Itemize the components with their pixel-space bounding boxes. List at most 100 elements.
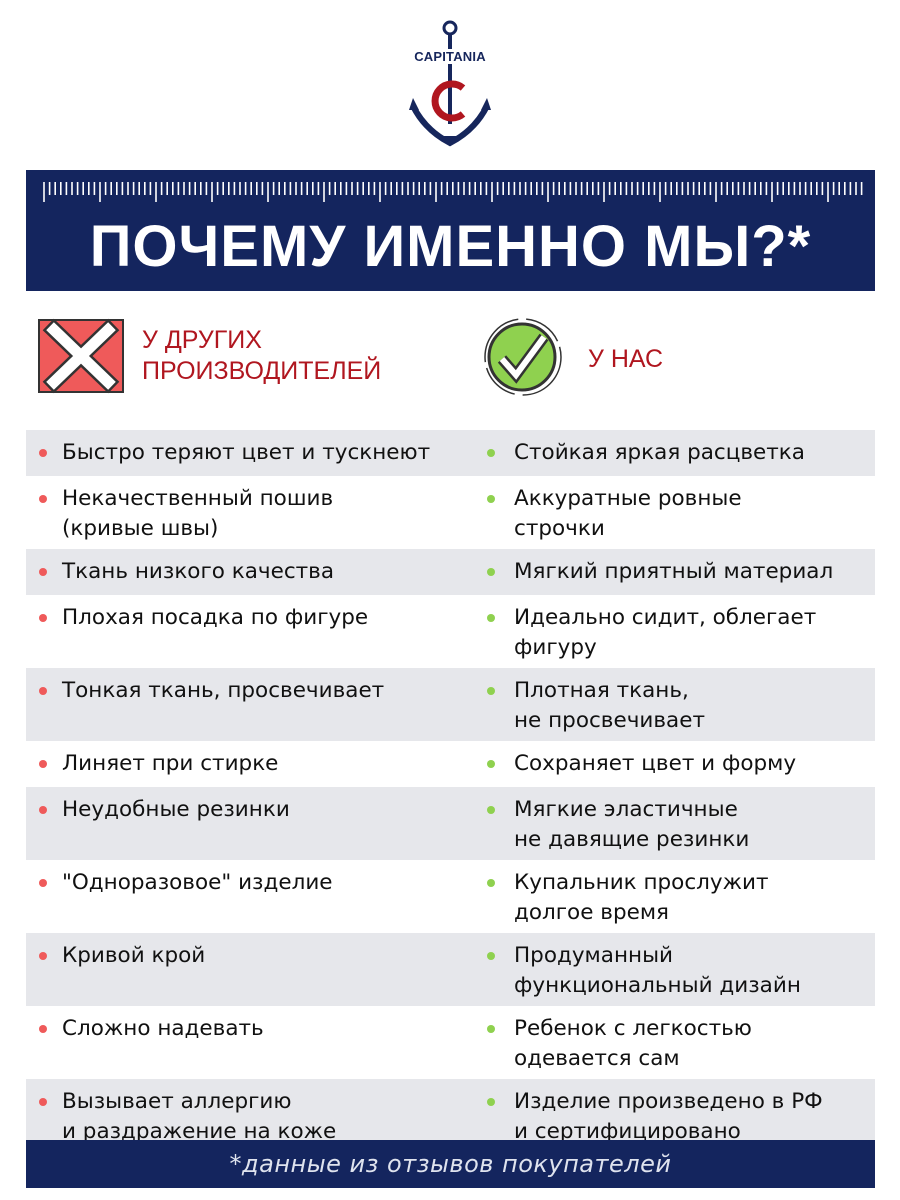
- anchor-icon: [409, 20, 491, 147]
- cell-text-line: Мягкий приятный материал: [514, 559, 834, 584]
- bullet-icon: [39, 495, 47, 503]
- table-row: Неудобные резинки Мягкие эластичные не дав…: [26, 787, 875, 860]
- cell-text-line: функциональный дизайн: [514, 973, 801, 998]
- ours-cell: Идеально сидит, облегает фигуру: [478, 600, 875, 663]
- ours-cell: Мягкие эластичные не давящие резинки: [478, 792, 875, 855]
- cell-text-line: Неудобные резинки: [62, 797, 290, 822]
- bullet-icon: [39, 1098, 47, 1106]
- ours-cell: Стойкая яркая расцветка: [478, 435, 875, 471]
- cell-text-line: Плотная ткань,: [514, 678, 689, 703]
- cell-text-line: Стойкая яркая расцветка: [514, 440, 805, 465]
- bullet-icon: [487, 687, 495, 695]
- cell-text-line: не просвечивает: [514, 708, 705, 733]
- others-label: У ДРУГИХ ПРОИЗВОДИТЕЛЕЙ: [142, 325, 381, 387]
- ours-cell: Мягкий приятный материал: [478, 554, 875, 590]
- cell-text-line: Мягкие эластичные: [514, 797, 738, 822]
- table-row: Ткань низкого качества Мягкий приятный ма…: [26, 549, 875, 595]
- ours-cell: Изделие произведено в РФ и сертифицирован…: [478, 1084, 875, 1147]
- table-row: Некачественный пошив (кривые швы) Аккуратн…: [26, 476, 875, 549]
- others-label-line1: У ДРУГИХ: [142, 326, 262, 354]
- bullet-icon: [487, 495, 495, 503]
- others-cell: Некачественный пошив (кривые швы): [26, 481, 478, 544]
- page-title: ПОЧЕМУ ИМЕННО МЫ?*: [89, 214, 812, 279]
- others-label-line2: ПРОИЗВОДИТЕЛЕЙ: [142, 357, 382, 385]
- cell-text-line: Идеально сидит, облегает: [514, 605, 817, 630]
- bullet-icon: [39, 879, 47, 887]
- cell-text-line: (кривые швы): [62, 516, 219, 541]
- ours-cell: Продуманный функциональный дизайн: [478, 938, 875, 1001]
- others-cell: Кривой крой: [26, 938, 478, 1001]
- others-cell: "Одноразовое" изделие: [26, 865, 478, 928]
- ours-cell: Аккуратные ровные строчки: [478, 481, 875, 544]
- cell-text-line: и раздражение на коже: [62, 1119, 337, 1144]
- others-cell: Тонкая ткань, просвечивает: [26, 673, 478, 736]
- bullet-icon: [39, 614, 47, 622]
- others-cell: Неудобные резинки: [26, 792, 478, 855]
- table-row: Линяет при стирке Сохраняет цвет и форму: [26, 741, 875, 787]
- ours-cell: Плотная ткань, не просвечивает: [478, 673, 875, 736]
- bullet-icon: [487, 568, 495, 576]
- footnote-text: *данные из отзывов покупателей: [229, 1150, 672, 1178]
- cell-text-line: фигуру: [514, 635, 597, 660]
- cell-text-line: Плохая посадка по фигуре: [62, 605, 369, 630]
- ours-cell: Купальник прослужит долгое время: [478, 865, 875, 928]
- bullet-icon: [39, 760, 47, 768]
- others-cell: Линяет при стирке: [26, 746, 478, 782]
- bullet-icon: [487, 952, 495, 960]
- cell-text-line: и сертифицировано: [514, 1119, 741, 1144]
- bullet-icon: [487, 879, 495, 887]
- check-mark-icon: [484, 318, 562, 396]
- cell-text-line: Ребенок с легкостью: [514, 1016, 752, 1041]
- others-cell: Ткань низкого качества: [26, 554, 478, 590]
- bullet-icon: [487, 449, 495, 457]
- ours-label: У НАС: [588, 345, 664, 373]
- cell-text-line: Тонкая ткань, просвечивает: [62, 678, 385, 703]
- cell-text-line: Некачественный пошив: [62, 486, 334, 511]
- ruler-decoration: [43, 182, 863, 202]
- table-row: "Одноразовое" изделие Купальник прослужит…: [26, 860, 875, 933]
- ours-cell: Ребенок с легкостью одевается сам: [478, 1011, 875, 1074]
- cell-text-line: не давящие резинки: [514, 827, 750, 852]
- brand-logo: CAPITANIA: [405, 18, 495, 148]
- brand-name: CAPITANIA: [405, 49, 495, 64]
- cell-text-line: "Одноразовое" изделие: [62, 870, 333, 895]
- cell-text-line: одевается сам: [514, 1046, 680, 1071]
- bullet-icon: [487, 1098, 495, 1106]
- cell-text-line: Кривой крой: [62, 943, 206, 968]
- table-row: Кривой крой Продуманный функциональный диз…: [26, 933, 875, 1006]
- comparison-table: Быстро теряют цвет и тускнеют Стойкая ярк…: [26, 430, 875, 1152]
- bullet-icon: [39, 806, 47, 814]
- cell-text-line: строчки: [514, 516, 605, 541]
- cell-text-line: Сохраняет цвет и форму: [514, 751, 797, 776]
- cell-text-line: Купальник прослужит: [514, 870, 769, 895]
- cell-text-line: Продуманный: [514, 943, 674, 968]
- bullet-icon: [39, 449, 47, 457]
- footnote-banner: *данные из отзывов покупателей: [26, 1140, 875, 1188]
- bullet-icon: [487, 806, 495, 814]
- bullet-icon: [39, 687, 47, 695]
- cell-text-line: Линяет при стирке: [62, 751, 279, 776]
- bullet-icon: [39, 1025, 47, 1033]
- bullet-icon: [39, 952, 47, 960]
- table-row: Быстро теряют цвет и тускнеют Стойкая ярк…: [26, 430, 875, 476]
- table-row: Плохая посадка по фигуре Идеально сидит, …: [26, 595, 875, 668]
- cell-text-line: долгое время: [514, 900, 669, 925]
- cell-text-line: Быстро теряют цвет и тускнеют: [62, 440, 431, 465]
- cell-text-line: Вызывает аллергию: [62, 1089, 292, 1114]
- others-cell: Плохая посадка по фигуре: [26, 600, 478, 663]
- others-cell: Вызывает аллергию и раздражение на коже: [26, 1084, 478, 1147]
- others-cell: Быстро теряют цвет и тускнеют: [26, 435, 478, 471]
- others-cell: Сложно надевать: [26, 1011, 478, 1074]
- cell-text-line: Ткань низкого качества: [62, 559, 335, 584]
- title-banner: ПОЧЕМУ ИМЕННО МЫ?*: [26, 170, 875, 291]
- table-row: Сложно надевать Ребенок с легкостью одевае…: [26, 1006, 875, 1079]
- table-row: Тонкая ткань, просвечивает Плотная ткань,…: [26, 668, 875, 741]
- ours-cell: Сохраняет цвет и форму: [478, 746, 875, 782]
- bullet-icon: [487, 614, 495, 622]
- table-row: Вызывает аллергию и раздражение на коже Из…: [26, 1079, 875, 1152]
- x-mark-icon: [38, 318, 124, 394]
- bullet-icon: [39, 568, 47, 576]
- bullet-icon: [487, 1025, 495, 1033]
- cell-text-line: Аккуратные ровные: [514, 486, 742, 511]
- cell-text-line: Сложно надевать: [62, 1016, 264, 1041]
